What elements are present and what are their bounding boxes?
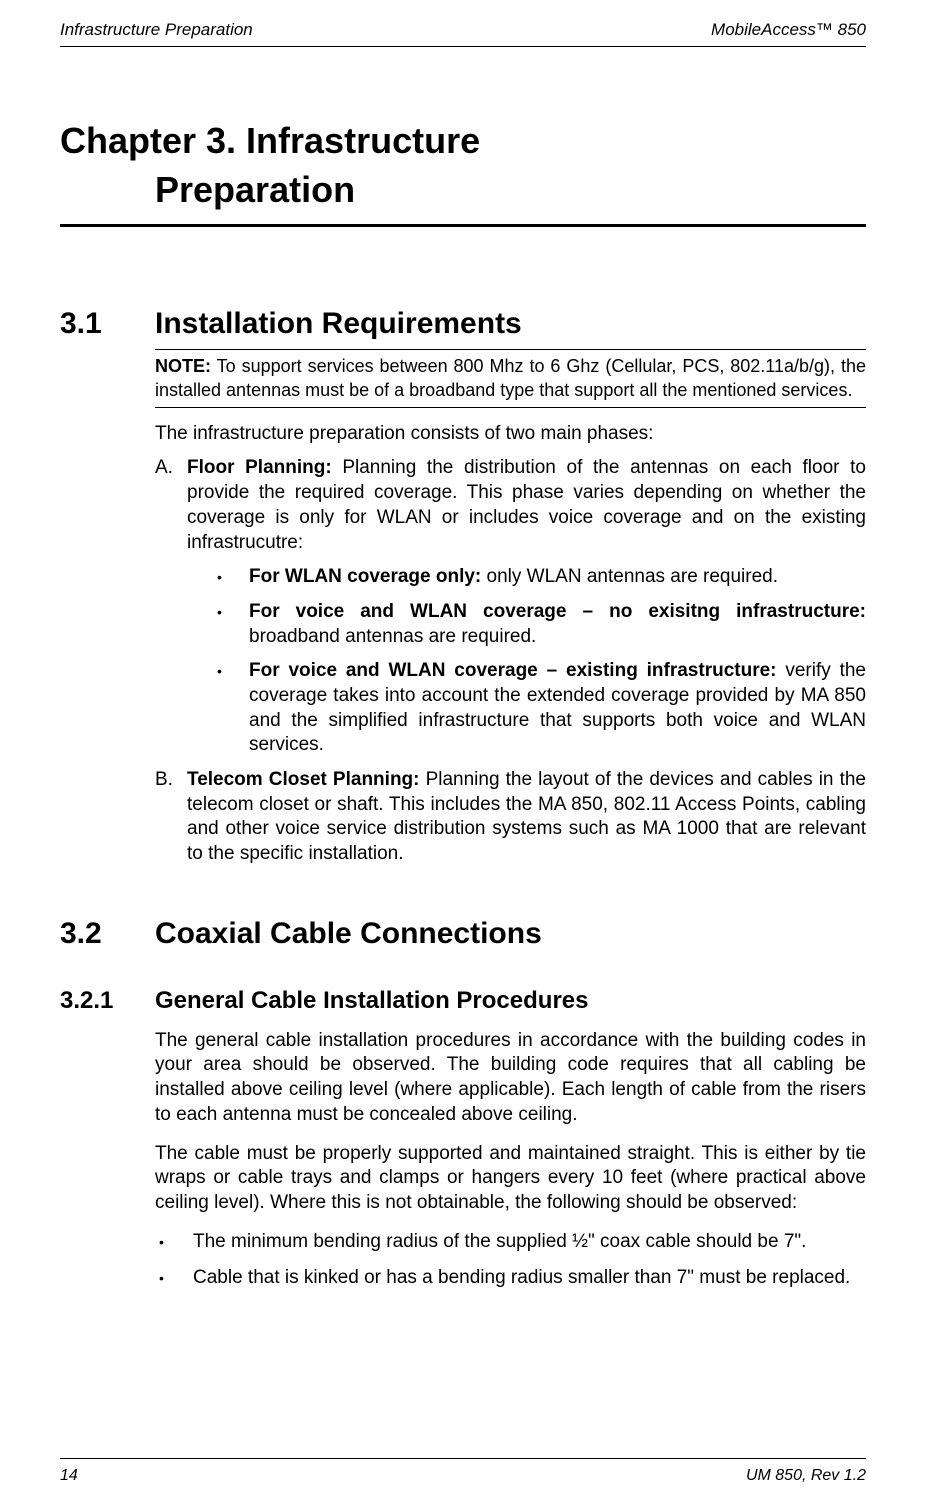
section-number: 3.1 [60, 307, 155, 341]
list-marker: B. [155, 768, 187, 867]
section-title: Installation Requirements [155, 307, 522, 340]
bullet-content: The minimum bending radius of the suppli… [193, 1230, 866, 1255]
list-item-a: A. Floor Planning: Planning the distribu… [155, 456, 866, 555]
page-footer: 14 UM 850, Rev 1.2 [60, 1467, 866, 1485]
bullet-icon: • [217, 565, 249, 590]
footer-rule [60, 1458, 866, 1459]
sub-bullet-bold: For voice and WLAN coverage – no exisitn… [249, 601, 866, 622]
bullet-icon: • [217, 659, 249, 758]
section-number: 3.2 [60, 917, 155, 951]
note-body: To support services between 800 Mhz to 6… [155, 356, 866, 400]
sub-bullet-item: • For voice and WLAN coverage – existing… [217, 659, 866, 758]
intro-text: The infrastructure preparation consists … [155, 422, 866, 447]
subsection-title: General Cable Installation Procedures [155, 987, 588, 1014]
ordered-list: B. Telecom Closet Planning: Planning the… [155, 768, 866, 867]
bullet-icon: • [155, 1266, 193, 1291]
list-marker: A. [155, 456, 187, 555]
subsection-number: 3.2.1 [60, 987, 155, 1015]
sub-bullet-item: • For WLAN coverage only: only WLAN ante… [217, 565, 866, 590]
sub-bullet-bold: For WLAN coverage only: [249, 566, 481, 587]
section-3-1-heading: 3.1Installation Requirements [60, 307, 866, 341]
sub-bullet-list: • For WLAN coverage only: only WLAN ante… [217, 565, 866, 758]
note-label: NOTE: [155, 356, 211, 376]
note-rule-bottom [155, 407, 866, 408]
sub-bullet-content: For WLAN coverage only: only WLAN antenn… [249, 565, 866, 590]
bullet-content: Cable that is kinked or has a bending ra… [193, 1266, 866, 1291]
footer-doc-id: UM 850, Rev 1.2 [746, 1467, 866, 1485]
bullet-icon: • [217, 600, 249, 649]
section-3-2-heading: 3.2Coaxial Cable Connections [60, 917, 866, 951]
header-left: Infrastructure Preparation [60, 20, 253, 40]
list-bold: Floor Planning: [187, 457, 332, 478]
sub-bullet-item: • For voice and WLAN coverage – no exisi… [217, 600, 866, 649]
chapter-title: Chapter 3. Infrastructure Preparation [60, 117, 866, 224]
list-content: Floor Planning: Planning the distributio… [187, 456, 866, 555]
bullet-list: • The minimum bending radius of the supp… [155, 1230, 866, 1291]
bullet-item: • The minimum bending radius of the supp… [155, 1230, 866, 1255]
sub-bullet-content: For voice and WLAN coverage – no exisitn… [249, 600, 866, 649]
chapter-title-line1: Chapter 3. Infrastructure [60, 117, 866, 166]
page: Infrastructure Preparation MobileAccess™… [0, 0, 926, 1503]
sub-bullet-bold: For voice and WLAN coverage – existing i… [249, 660, 777, 681]
list-item-b: B. Telecom Closet Planning: Planning the… [155, 768, 866, 867]
header-right: MobileAccess™ 850 [711, 20, 866, 40]
paragraph: The general cable installation procedure… [155, 1029, 866, 1128]
section-3-2-1-heading: 3.2.1General Cable Installation Procedur… [60, 987, 866, 1015]
sub-bullet-content: For voice and WLAN coverage – existing i… [249, 659, 866, 758]
ordered-list: A. Floor Planning: Planning the distribu… [155, 456, 866, 555]
bullet-icon: • [155, 1230, 193, 1255]
sub-bullet-body: only WLAN antennas are required. [481, 566, 778, 587]
page-header: Infrastructure Preparation MobileAccess™… [60, 0, 866, 47]
paragraph: The cable must be properly supported and… [155, 1142, 866, 1216]
note-block: NOTE: To support services between 800 Mh… [60, 349, 866, 408]
bullet-item: • Cable that is kinked or has a bending … [155, 1266, 866, 1291]
section-title: Coaxial Cable Connections [155, 917, 542, 950]
note-text: NOTE: To support services between 800 Mh… [155, 350, 866, 407]
list-bold: Telecom Closet Planning: [187, 769, 419, 790]
list-content: Telecom Closet Planning: Planning the la… [187, 768, 866, 867]
chapter-rule [60, 224, 866, 227]
chapter-title-line2: Preparation [60, 166, 866, 215]
footer-page-number: 14 [60, 1467, 78, 1485]
sub-bullet-body: broadband antennas are required. [249, 626, 536, 647]
